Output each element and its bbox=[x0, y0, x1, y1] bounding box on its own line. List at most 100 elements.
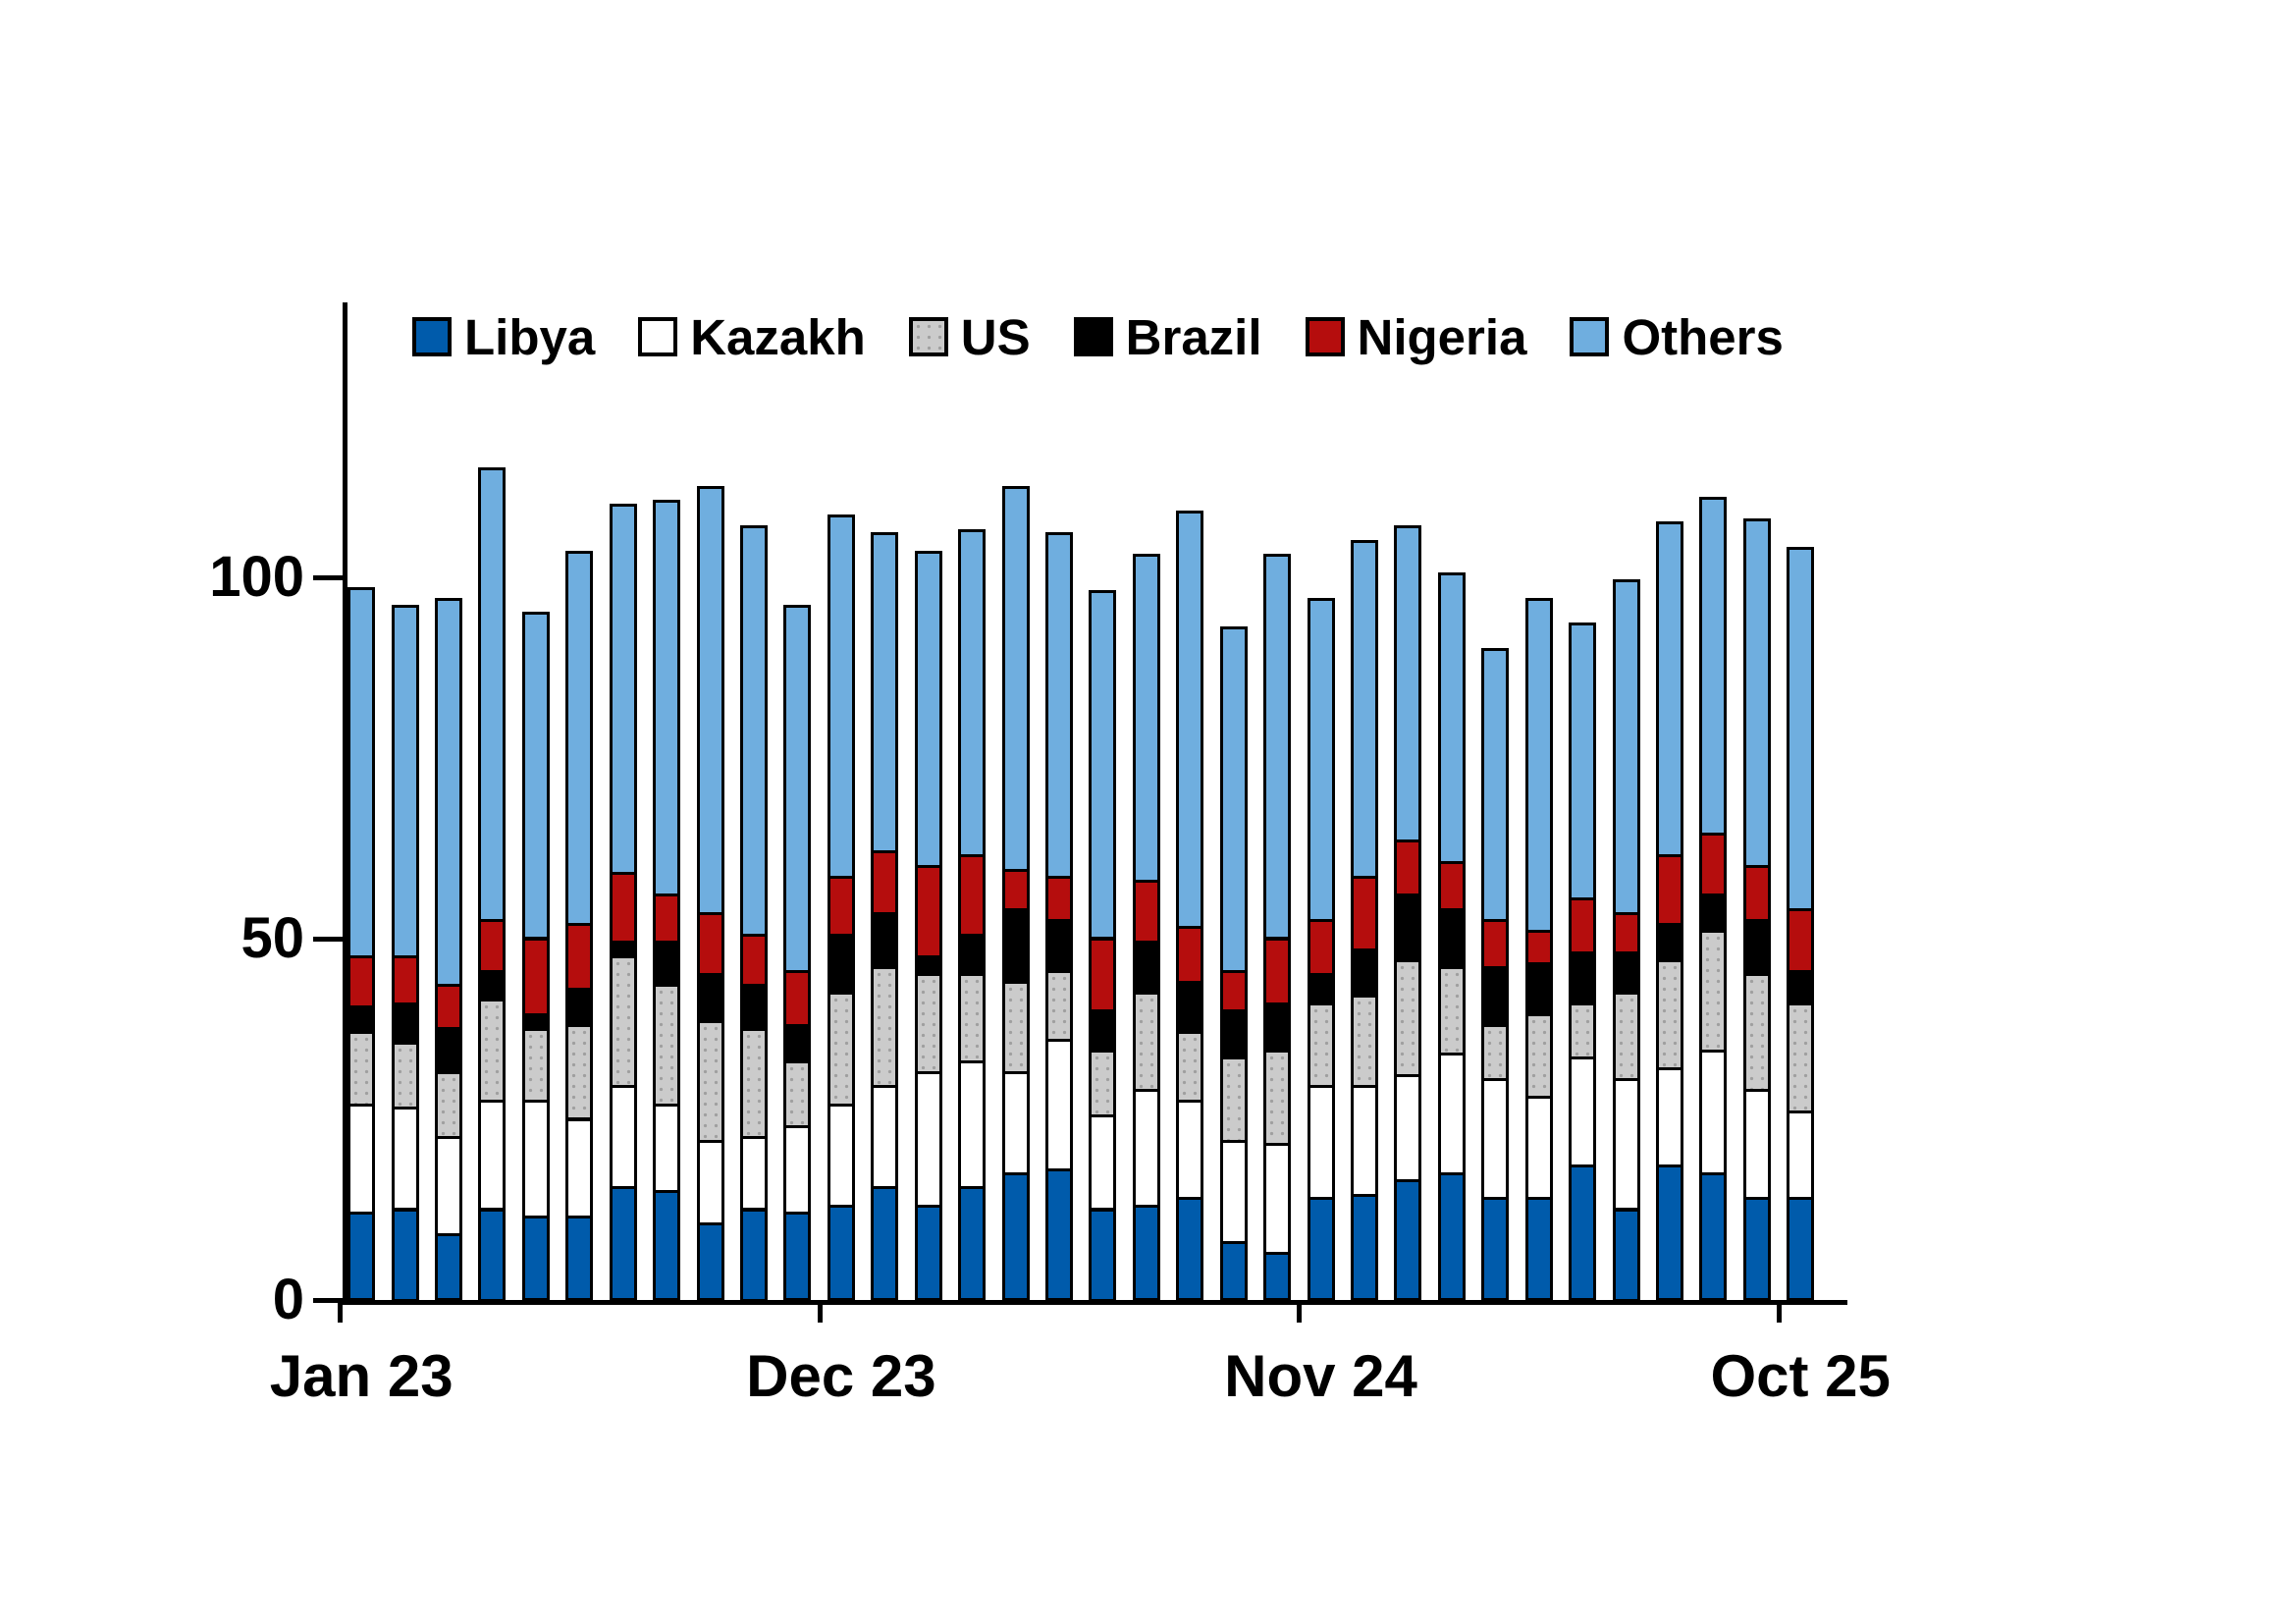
x-tick bbox=[817, 1305, 823, 1323]
bar-33-segment-others bbox=[1742, 517, 1771, 868]
bar-16-segment-us bbox=[1001, 980, 1030, 1074]
bar-31-segment-libya bbox=[1655, 1164, 1683, 1302]
bar-30-segment-kazakh bbox=[1612, 1078, 1640, 1212]
bar-23-segment-libya bbox=[1307, 1197, 1335, 1302]
bar-2-segment-us bbox=[391, 1042, 419, 1110]
y-tick-label: 50 bbox=[240, 906, 304, 970]
bar-10-segment-us bbox=[740, 1027, 769, 1139]
x-tick-label: Oct 25 bbox=[1710, 1343, 1891, 1409]
bar-19-segment-kazakh bbox=[1132, 1089, 1160, 1208]
bar-4-segment-kazakh bbox=[478, 1100, 507, 1212]
legend-label-us: US bbox=[960, 308, 1031, 365]
legend-label-kazakh: Kazakh bbox=[690, 308, 866, 365]
bar-16-segment-brazil bbox=[1001, 908, 1030, 984]
bar-34-segment-us bbox=[1787, 1001, 1815, 1114]
x-axis-line bbox=[338, 1300, 1847, 1305]
bar-14-segment-brazil bbox=[914, 954, 942, 977]
bar-30-segment-nigeria bbox=[1612, 911, 1640, 955]
legend-swatch-kazakh-icon bbox=[638, 317, 678, 356]
bar-32-segment-nigeria bbox=[1699, 832, 1728, 897]
bar-14-segment-kazakh bbox=[914, 1070, 942, 1208]
bar-27-segment-us bbox=[1481, 1023, 1510, 1081]
y-tick bbox=[313, 1298, 343, 1303]
bar-19-segment-us bbox=[1132, 991, 1160, 1093]
bar-11-segment-kazakh bbox=[783, 1124, 812, 1216]
bar-9-segment-us bbox=[696, 1020, 724, 1143]
bar-5-segment-kazakh bbox=[521, 1100, 550, 1218]
bar-25-segment-us bbox=[1394, 958, 1422, 1078]
y-tick-label: 100 bbox=[209, 545, 304, 609]
bar-28-segment-libya bbox=[1524, 1197, 1553, 1302]
bar-29-segment-brazil bbox=[1569, 951, 1597, 1005]
bar-34-segment-kazakh bbox=[1787, 1110, 1815, 1201]
bar-20-segment-libya bbox=[1176, 1197, 1204, 1302]
bar-34-segment-brazil bbox=[1787, 969, 1815, 1005]
bar-28-segment-kazakh bbox=[1524, 1096, 1553, 1201]
bar-31-segment-others bbox=[1655, 521, 1683, 857]
bar-12-segment-others bbox=[827, 514, 855, 879]
bar-15-segment-us bbox=[958, 973, 987, 1063]
bar-9-segment-libya bbox=[696, 1222, 724, 1302]
bar-26-segment-kazakh bbox=[1437, 1053, 1466, 1175]
bar-1-segment-others bbox=[347, 586, 376, 958]
bar-32-segment-libya bbox=[1699, 1171, 1728, 1302]
bar-9-segment-nigeria bbox=[696, 911, 724, 977]
bar-23-segment-others bbox=[1307, 597, 1335, 923]
bar-17-segment-others bbox=[1044, 532, 1073, 879]
bar-28-segment-others bbox=[1524, 597, 1553, 934]
bar-16-segment-nigeria bbox=[1001, 868, 1030, 912]
bar-26-segment-us bbox=[1437, 965, 1466, 1056]
bar-21-segment-brazil bbox=[1219, 1009, 1248, 1059]
bar-26-segment-nigeria bbox=[1437, 861, 1466, 912]
bar-15-segment-others bbox=[958, 528, 987, 857]
bar-22-segment-others bbox=[1263, 554, 1292, 941]
bar-25-segment-nigeria bbox=[1394, 839, 1422, 897]
bar-19-segment-brazil bbox=[1132, 941, 1160, 995]
bar-18-segment-libya bbox=[1089, 1208, 1117, 1302]
bar-17-segment-kazakh bbox=[1044, 1038, 1073, 1171]
bar-26-segment-libya bbox=[1437, 1171, 1466, 1302]
bar-13-segment-kazakh bbox=[871, 1085, 899, 1190]
bar-1-segment-nigeria bbox=[347, 954, 376, 1009]
bar-14-segment-us bbox=[914, 973, 942, 1074]
bar-2-segment-nigeria bbox=[391, 954, 419, 1005]
bar-20-segment-us bbox=[1176, 1031, 1204, 1104]
bar-31-segment-nigeria bbox=[1655, 853, 1683, 926]
bar-12-segment-us bbox=[827, 991, 855, 1107]
bar-30-segment-libya bbox=[1612, 1208, 1640, 1302]
bar-5-segment-nigeria bbox=[521, 937, 550, 1016]
bar-22-segment-us bbox=[1263, 1049, 1292, 1147]
bar-6-segment-brazil bbox=[565, 988, 594, 1027]
bar-5-segment-us bbox=[521, 1027, 550, 1104]
bar-2-segment-libya bbox=[391, 1208, 419, 1302]
bar-2-segment-brazil bbox=[391, 1001, 419, 1046]
bar-20-segment-brazil bbox=[1176, 980, 1204, 1035]
legend-item-us: US bbox=[908, 308, 1031, 365]
bar-14-segment-others bbox=[914, 550, 942, 868]
bar-25-segment-kazakh bbox=[1394, 1074, 1422, 1183]
bar-16-segment-others bbox=[1001, 485, 1030, 872]
bar-14-segment-nigeria bbox=[914, 864, 942, 958]
bar-28-segment-nigeria bbox=[1524, 930, 1553, 966]
y-axis-line bbox=[343, 302, 347, 1305]
bar-33-segment-libya bbox=[1742, 1197, 1771, 1302]
bar-34-segment-libya bbox=[1787, 1197, 1815, 1302]
x-tick bbox=[1297, 1305, 1303, 1323]
bar-9-segment-others bbox=[696, 485, 724, 915]
bar-6-segment-kazakh bbox=[565, 1117, 594, 1218]
bar-28-segment-brazil bbox=[1524, 962, 1553, 1016]
bar-27-segment-libya bbox=[1481, 1197, 1510, 1302]
bar-24-segment-kazakh bbox=[1350, 1085, 1378, 1197]
bar-27-segment-kazakh bbox=[1481, 1078, 1510, 1201]
bar-13-segment-libya bbox=[871, 1186, 899, 1302]
bar-4-segment-nigeria bbox=[478, 919, 507, 973]
y-tick bbox=[313, 575, 343, 580]
bar-17-segment-brazil bbox=[1044, 919, 1073, 973]
bar-4-segment-brazil bbox=[478, 969, 507, 1002]
bar-25-segment-brazil bbox=[1394, 893, 1422, 962]
bar-6-segment-others bbox=[565, 550, 594, 926]
bar-12-segment-kazakh bbox=[827, 1103, 855, 1208]
bar-33-segment-us bbox=[1742, 973, 1771, 1093]
bar-8-segment-kazakh bbox=[653, 1103, 681, 1194]
bar-19-segment-nigeria bbox=[1132, 879, 1160, 945]
